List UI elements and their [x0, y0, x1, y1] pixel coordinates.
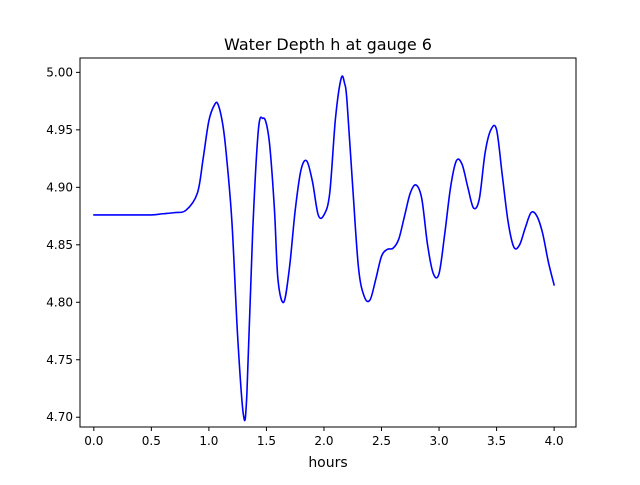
x-tick-label: 3.5	[487, 434, 506, 448]
x-tick-label: 4.0	[545, 434, 564, 448]
y-tick-label: 4.90	[46, 180, 73, 194]
series-line-0	[93, 75, 555, 422]
x-tick-label: 2.5	[372, 434, 391, 448]
x-tick-label: 0.0	[84, 434, 103, 448]
x-axis-label: hours	[308, 455, 347, 471]
y-tick-label: 5.00	[46, 65, 73, 79]
x-tick-label: 3.0	[430, 434, 449, 448]
y-axis: 4.70 4.75 4.80 4.85 4.90 4.95 5.00	[46, 65, 80, 424]
plot-layer	[93, 75, 555, 422]
x-axis: 0.0 0.5 1.0 1.5 2.0 2.5 3.0 3.5 4.0	[84, 427, 564, 448]
x-tick-label: 1.5	[257, 434, 276, 448]
x-tick-label: 1.0	[199, 434, 218, 448]
x-tick-label: 0.5	[142, 434, 161, 448]
y-tick-label: 4.80	[46, 295, 73, 309]
plot-area-frame	[79, 57, 577, 428]
y-tick-label: 4.70	[46, 410, 73, 424]
chart-title: Water Depth h at gauge 6	[224, 35, 432, 54]
y-tick-label: 4.85	[46, 238, 73, 252]
x-tick-label: 2.0	[314, 434, 333, 448]
y-tick-label: 4.75	[46, 353, 73, 367]
y-tick-label: 4.95	[46, 123, 73, 137]
